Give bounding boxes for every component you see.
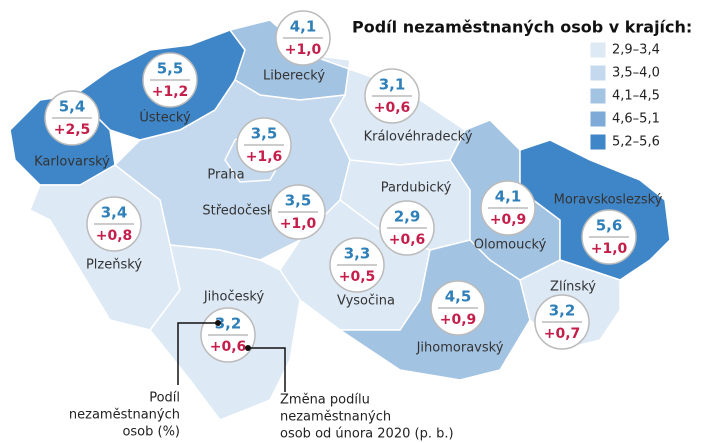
region-value: 3,2 [215, 315, 242, 333]
annotation-text: Změna podílu [280, 393, 370, 408]
region-name: Plzeňský [86, 258, 142, 273]
labels: Karlovarský 5,4 +2,5 Ústecký 5,5 +1,2 Libereck… [34, 10, 663, 363]
region-value: 3,5 [285, 192, 312, 210]
region-value: 4,1 [290, 18, 317, 36]
region-value: 2,9 [394, 208, 421, 226]
legend-label: 4,1–4,5 [612, 89, 660, 104]
annotation-dot [215, 320, 221, 326]
legend-label: 5,2–5,6 [612, 135, 660, 150]
region-change: +0,6 [389, 232, 426, 248]
region-name: Jihočeský [203, 290, 265, 305]
annotation-text: osob (%) [122, 425, 180, 440]
region-change: +1,6 [246, 149, 283, 165]
region-change: +1,0 [280, 216, 317, 232]
region-change: +1,0 [591, 241, 628, 257]
region-name: Jihomoravský [416, 341, 504, 356]
annotation-dot [245, 345, 251, 351]
region-name: Praha [207, 168, 244, 183]
annotation-text: osob od února 2020 (p. b.) [280, 427, 454, 442]
region-name: Karlovarský [34, 155, 110, 170]
region-change: +1,0 [285, 42, 322, 58]
region-value: 4,5 [445, 288, 472, 306]
region-name: Vysočina [337, 294, 395, 309]
region-value: 3,1 [379, 76, 406, 94]
legend-swatch [589, 133, 607, 151]
annotation-line [177, 322, 218, 385]
region-name: Královéhradecký [364, 130, 473, 145]
region-change: +0,8 [96, 228, 133, 244]
region-change: +1,2 [152, 84, 189, 100]
region-name: Olomoucký [474, 238, 547, 253]
region-value: 4,1 [495, 188, 522, 206]
region-name: Pardubický [381, 181, 452, 196]
region-change: +0,9 [440, 312, 477, 328]
region-name: Zlínský [550, 280, 596, 295]
legend-swatch [589, 64, 607, 82]
region-value: 5,6 [596, 217, 623, 235]
title: Podíl nezaměstnaných osob v krajích: [352, 18, 692, 37]
region-change: +0,6 [210, 339, 247, 355]
region-change: +0,6 [374, 100, 411, 116]
region-name: Moravskoslezský [554, 193, 663, 208]
region-name: Ústecký [139, 110, 191, 126]
annotation-line [248, 347, 286, 392]
region-value: 3,5 [251, 125, 278, 143]
legend-swatch [589, 110, 607, 128]
region-value: 5,5 [157, 60, 184, 78]
legend-label: 4,6–5,1 [612, 112, 660, 127]
legend-swatch [589, 41, 607, 59]
legend-label: 2,9–3,4 [612, 43, 660, 58]
region-change: +0,7 [544, 326, 581, 342]
region-change: +0,9 [490, 212, 527, 228]
region-value: 3,3 [344, 245, 371, 263]
region-value: 3,4 [101, 204, 128, 222]
annotation-text: Podíl [149, 391, 180, 406]
region-value: 5,4 [59, 98, 86, 116]
annotation-text: nezaměstnaných [280, 410, 391, 425]
region-change: +0,5 [339, 269, 376, 285]
region-value: 3,2 [549, 302, 576, 320]
annotation-text: nezaměstnaných [69, 408, 180, 423]
region-name: Liberecký [263, 69, 325, 84]
region-name: Středočeský [202, 204, 282, 219]
region-change: +2,5 [54, 122, 91, 138]
legend-label: 3,5–4,0 [612, 66, 660, 81]
legend-swatch [589, 87, 607, 105]
